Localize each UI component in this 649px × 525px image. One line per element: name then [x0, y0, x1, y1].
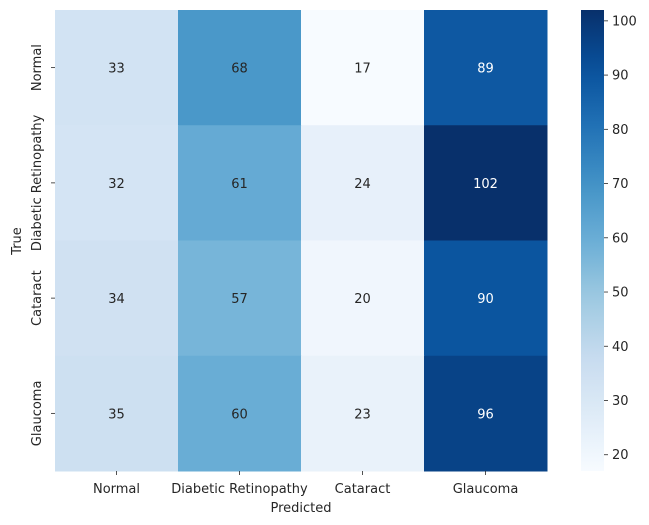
cell-value-label: 102 — [473, 177, 498, 192]
y-tick-label: Cataract — [30, 270, 45, 326]
cell-value-label: 34 — [108, 292, 125, 307]
y-tick-labels: Normal Diabetic Retinopathy Cataract Glauco… — [30, 44, 55, 446]
x-tick-label: Diabetic Retinopathy — [171, 482, 308, 497]
cell-value-label: 90 — [477, 292, 494, 307]
colorbar-tick-label: 100 — [612, 14, 637, 29]
heatmap-cell — [301, 125, 425, 241]
colorbar-tick-label: 80 — [612, 123, 629, 138]
cell-value-label: 68 — [231, 62, 248, 77]
colorbar-ticks: 20 30 40 50 60 70 80 90 100 — [604, 14, 637, 463]
colorbar-tick-label: 40 — [612, 340, 629, 355]
heatmap-cell — [178, 10, 302, 126]
colorbar-tick-label: 30 — [612, 394, 629, 409]
heatmap-cell — [55, 125, 179, 241]
cell-value-label: 33 — [108, 62, 125, 77]
y-tick-label: Glaucoma — [30, 381, 45, 447]
cell-value-label: 96 — [477, 407, 494, 422]
y-tick-label: Normal — [30, 44, 45, 91]
x-tick-label: Glaucoma — [453, 482, 519, 497]
cell-value-label: 17 — [354, 62, 371, 77]
cell-value-label: 24 — [354, 177, 371, 192]
heatmap-cell — [178, 125, 302, 241]
heatmap-cell — [178, 355, 302, 472]
x-axis-label: Predicted — [270, 501, 331, 516]
heatmap-cells: 33 68 17 89 32 61 24 102 34 57 20 90 35 60 23 96 — [55, 10, 548, 472]
heatmap-cell — [178, 240, 302, 357]
cell-value-label: 35 — [108, 407, 125, 422]
cell-value-label: 61 — [231, 177, 248, 192]
cell-value-label: 20 — [354, 292, 371, 307]
heatmap-cell — [301, 240, 425, 357]
colorbar-tick-label: 60 — [612, 231, 629, 246]
cell-value-label: 57 — [231, 292, 248, 307]
heatmap-cell — [301, 10, 425, 126]
x-tick-label: Cataract — [335, 482, 391, 497]
heatmap-cell — [301, 355, 425, 472]
heatmap-cell — [424, 10, 548, 126]
colorbar — [581, 10, 604, 471]
heatmap-cell — [424, 355, 548, 472]
heatmap-cell — [55, 240, 179, 357]
cell-value-label: 32 — [108, 177, 125, 192]
y-tick-label: Diabetic Retinopathy — [30, 114, 45, 251]
heatmap-cell — [55, 10, 179, 126]
x-tick-labels: Normal Diabetic Retinopathy Cataract Glauco… — [93, 471, 518, 497]
cell-value-label: 60 — [231, 407, 248, 422]
cell-value-label: 89 — [477, 62, 494, 77]
colorbar-tick-label: 70 — [612, 177, 629, 192]
colorbar-tick-label: 90 — [612, 69, 629, 84]
heatmap-cell — [55, 355, 179, 472]
cell-value-label: 23 — [354, 407, 371, 422]
y-axis-label: True — [10, 227, 25, 256]
heatmap-cell — [424, 240, 548, 357]
heatmap-cell — [424, 125, 548, 241]
x-tick-label: Normal — [93, 482, 140, 497]
colorbar-tick-label: 50 — [612, 286, 629, 301]
colorbar-tick-label: 20 — [612, 448, 629, 463]
